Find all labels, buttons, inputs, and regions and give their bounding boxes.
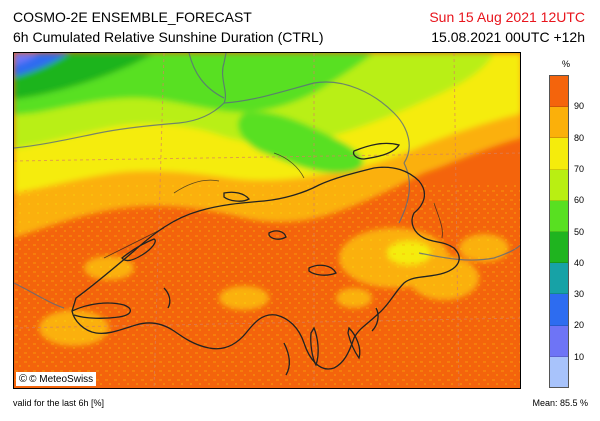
colorbar-swatch xyxy=(550,356,568,388)
colorbar-tick-label: 30 xyxy=(574,289,585,300)
colorbar-swatch xyxy=(550,294,568,326)
title-model: COSMO-2E ENSEMBLE_FORECAST xyxy=(13,9,252,25)
colorbar-tick-label: 60 xyxy=(574,195,585,206)
colorbar-swatch xyxy=(550,232,568,264)
colorbar-tick-label: 90 xyxy=(574,101,585,112)
footer-mean: Mean: 85.5 % xyxy=(532,398,588,408)
colorbar-tick-label: 70 xyxy=(574,163,585,174)
colorbar-swatch xyxy=(550,107,568,139)
country-borders xyxy=(14,53,520,309)
valid-time: Sun 15 Aug 2021 12UTC xyxy=(429,9,585,25)
colorbar-tick-label: 80 xyxy=(574,132,585,143)
lat-lon-grid xyxy=(14,53,520,388)
footer-note: valid for the last 6h [%] xyxy=(13,398,105,408)
meteoswiss-logo-icon: © xyxy=(19,373,28,385)
legend-unit: % xyxy=(562,59,571,69)
colorbar-tick-label: 10 xyxy=(574,351,585,362)
colorbar-swatch xyxy=(550,263,568,295)
copyright-label: © © MeteoSwiss xyxy=(16,372,97,386)
rivers xyxy=(103,152,443,259)
colorbar-swatch xyxy=(550,76,568,108)
copyright-text: © MeteoSwiss xyxy=(29,373,94,385)
colorbar xyxy=(549,75,569,388)
colorbar-swatch xyxy=(550,325,568,357)
map-field xyxy=(14,53,520,388)
forecast-map[interactable]: © © MeteoSwiss xyxy=(13,52,521,389)
colorbar-tick-label: 20 xyxy=(574,320,585,331)
colorbar-tick-label: 50 xyxy=(574,226,585,237)
title-product: 6h Cumulated Relative Sunshine Duration … xyxy=(13,29,324,45)
colorbar-ticks: 90 80 70 60 50 40 30 20 10 xyxy=(574,75,600,388)
colorbar-swatch xyxy=(550,200,568,233)
switzerland-border xyxy=(71,142,460,376)
colorbar-tick-label: 40 xyxy=(574,257,585,268)
run-info: 15.08.2021 00UTC +12h xyxy=(431,29,585,45)
colorbar-swatch xyxy=(550,169,568,201)
colorbar-swatch xyxy=(550,138,568,170)
